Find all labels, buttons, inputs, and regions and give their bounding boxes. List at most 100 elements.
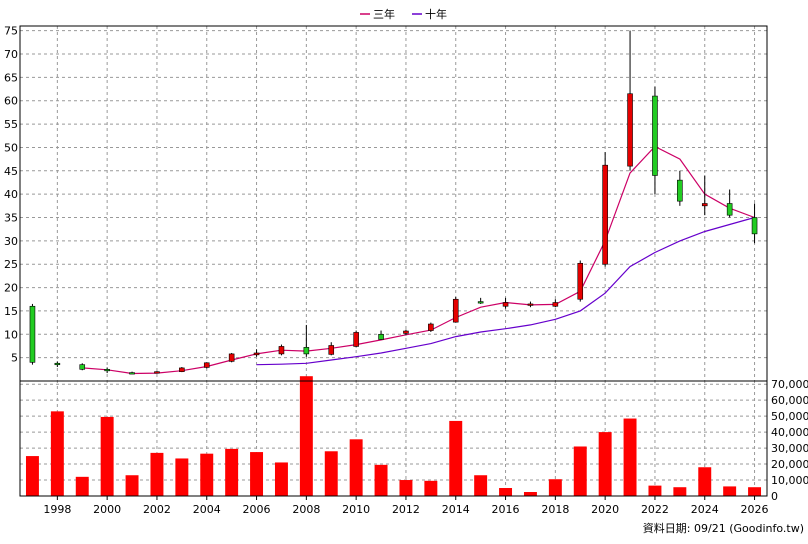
volume-bar xyxy=(548,479,562,496)
volume-bar xyxy=(250,452,264,496)
volume-bar xyxy=(299,376,313,496)
plot-frame xyxy=(19,25,768,497)
x-tick-label: 2012 xyxy=(392,503,420,516)
candle-body xyxy=(104,369,110,372)
volume-bar xyxy=(324,451,338,496)
candle-body xyxy=(378,333,384,340)
candle-body xyxy=(477,301,484,304)
x-tick-label: 2024 xyxy=(691,503,719,516)
candle-body xyxy=(79,364,86,370)
volume-bar xyxy=(349,439,363,496)
price-tick-label: 45 xyxy=(4,165,18,178)
price-tick-label: 10 xyxy=(4,328,18,341)
candle-body xyxy=(278,346,285,355)
candle-body xyxy=(577,262,584,300)
volume-bar xyxy=(200,453,214,496)
candle-body xyxy=(228,353,235,362)
x-tick-label: 2020 xyxy=(591,503,619,516)
x-tick-label: 2010 xyxy=(342,503,370,516)
x-tick-label: 2016 xyxy=(492,503,520,516)
candle-body xyxy=(602,164,608,265)
candle-body xyxy=(502,302,509,307)
volume-bar xyxy=(100,416,114,496)
candle-body xyxy=(701,203,708,207)
ma-10yr-line xyxy=(256,216,755,366)
axes: 5 10 15 20 25 30 35 40 45 50 55 60 65 70 75 0 10,000 20,0… xyxy=(4,25,808,516)
price-tick-label: 65 xyxy=(4,71,18,84)
volume-bar xyxy=(748,487,762,496)
candle-body xyxy=(452,298,459,323)
candle-body xyxy=(54,362,61,366)
price-tick-label: 35 xyxy=(4,212,18,225)
candle-body xyxy=(751,217,758,235)
volume-tick-label: 10,000 xyxy=(771,474,808,487)
volume-bar xyxy=(474,475,488,496)
volume-tick-label: 70,000 xyxy=(771,378,808,391)
candle-body xyxy=(353,332,359,347)
candle-body xyxy=(627,93,633,167)
volume-bar xyxy=(25,456,39,496)
x-tick-label: 2002 xyxy=(143,503,171,516)
volume-tick-label: 20,000 xyxy=(771,458,808,471)
price-tick-label: 55 xyxy=(4,118,18,131)
volume-bar xyxy=(648,485,662,496)
volume-bar xyxy=(598,432,612,496)
volume-tick-label: 30,000 xyxy=(771,442,808,455)
volume-bar xyxy=(449,420,463,496)
candle-body xyxy=(726,203,733,216)
candle-body xyxy=(129,372,135,375)
volume-bar xyxy=(723,486,737,496)
price-tick-label: 25 xyxy=(4,258,18,271)
legend-label-3yr: 三年 xyxy=(373,7,395,21)
volume-bar xyxy=(673,487,687,496)
volume-bar xyxy=(698,467,712,496)
volume-tick-label: 60,000 xyxy=(771,394,808,407)
candle-body xyxy=(29,305,36,363)
price-tick-label: 50 xyxy=(4,141,18,154)
volume-bar xyxy=(125,475,139,496)
x-tick-label: 2014 xyxy=(442,503,470,516)
volume-bar xyxy=(623,418,637,496)
candle-body xyxy=(677,179,683,202)
volume-tick-label: 0 xyxy=(771,490,778,503)
volume-bar xyxy=(499,488,513,496)
candle-body xyxy=(552,302,559,307)
price-tick-label: 15 xyxy=(4,305,18,318)
candle-body xyxy=(154,371,160,374)
volume-bar xyxy=(225,448,239,496)
x-tick-label: 2006 xyxy=(243,503,271,516)
x-tick-label: 1998 xyxy=(43,503,71,516)
x-tick-label: 2004 xyxy=(193,503,221,516)
price-tick-label: 30 xyxy=(4,235,18,248)
volume-bar xyxy=(523,492,537,496)
x-tick-label: 2026 xyxy=(741,503,769,516)
x-tick-label: 2008 xyxy=(292,503,320,516)
price-panel xyxy=(29,30,758,375)
data-date-footer: 資料日期: 09/21 (Goodinfo.tw) xyxy=(642,522,804,535)
x-tick-label: 2022 xyxy=(641,503,669,516)
candle-body xyxy=(203,362,210,368)
price-tick-label: 20 xyxy=(4,282,18,295)
candle-body xyxy=(403,330,409,334)
volume-tick-label: 40,000 xyxy=(771,426,808,439)
x-tick-label: 2000 xyxy=(93,503,121,516)
volume-tick-label: 50,000 xyxy=(771,410,808,423)
volume-bar xyxy=(424,480,438,496)
volume-bar xyxy=(50,411,64,496)
price-tick-label: 60 xyxy=(4,95,18,108)
price-tick-label: 75 xyxy=(4,25,18,38)
volume-panel xyxy=(25,376,762,496)
volume-bar xyxy=(374,464,388,496)
legend: 三年 十年 xyxy=(360,7,447,21)
volume-bar xyxy=(399,480,413,496)
ma-3yr-line xyxy=(82,145,755,375)
candle-body xyxy=(527,303,534,306)
volume-bar xyxy=(175,458,189,496)
x-tick-label: 2018 xyxy=(541,503,569,516)
candle-body xyxy=(652,95,658,176)
candle-body xyxy=(428,323,434,331)
legend-label-10yr: 十年 xyxy=(425,7,447,21)
candle-body xyxy=(253,352,260,356)
